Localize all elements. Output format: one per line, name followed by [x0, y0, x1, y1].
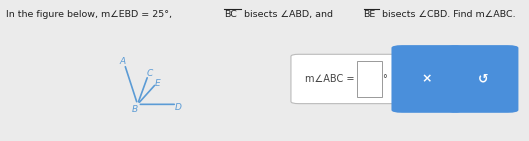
Text: E: E: [155, 79, 161, 88]
FancyBboxPatch shape: [291, 54, 399, 104]
FancyBboxPatch shape: [357, 61, 382, 97]
Text: In the figure below, m∠EBD = 25°,: In the figure below, m∠EBD = 25°,: [6, 10, 175, 19]
Text: A: A: [120, 57, 125, 66]
Text: bisects ∠CBD. Find m∠ABC.: bisects ∠CBD. Find m∠ABC.: [379, 10, 516, 19]
Text: m∠ABC =: m∠ABC =: [305, 74, 358, 84]
FancyBboxPatch shape: [447, 45, 518, 113]
Text: bisects ∠ABD, and: bisects ∠ABD, and: [241, 10, 336, 19]
Text: D: D: [175, 103, 182, 112]
Text: °: °: [382, 74, 387, 84]
Text: C: C: [147, 69, 153, 78]
Text: ×: ×: [422, 72, 432, 85]
Text: BC: BC: [224, 10, 238, 19]
FancyBboxPatch shape: [391, 45, 463, 113]
Text: ↺: ↺: [478, 72, 488, 85]
Text: BE: BE: [363, 10, 376, 19]
Text: B: B: [132, 105, 138, 114]
